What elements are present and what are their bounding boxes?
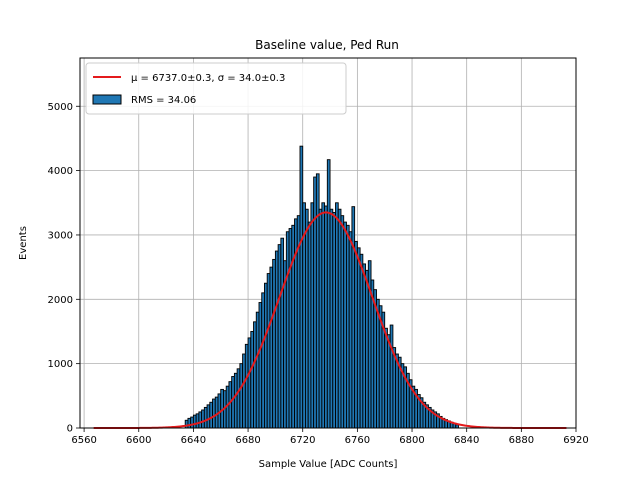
y-tick-label: 0 — [67, 424, 73, 435]
y-tick-label: 1000 — [48, 359, 73, 370]
legend-hist-swatch — [92, 94, 122, 105]
x-tick-label: 6720 — [290, 435, 315, 446]
y-tick-label: 3000 — [48, 230, 73, 241]
legend: μ = 6737.0±0.3, σ = 34.0±0.3 RMS = 34.06 — [85, 62, 347, 115]
x-tick-label: 6600 — [126, 435, 151, 446]
x-tick-label: 6840 — [454, 435, 479, 446]
y-tick-label: 4000 — [48, 166, 73, 177]
x-axis-ticks: 6560 6600 6640 6680 6720 6760 6800 6840 6880 6920 — [71, 428, 589, 446]
y-axis-label: Events — [18, 226, 29, 260]
x-tick-label: 6800 — [399, 435, 424, 446]
legend-hist-label: RMS = 34.06 — [131, 95, 196, 106]
legend-fit-label: μ = 6737.0±0.3, σ = 34.0±0.3 — [131, 73, 285, 84]
x-tick-label: 6920 — [563, 435, 588, 446]
y-tick-label: 2000 — [48, 295, 73, 306]
x-tick-label: 6680 — [235, 435, 260, 446]
x-tick-label: 6640 — [181, 435, 206, 446]
chart-title: Baseline value, Ped Run — [255, 38, 399, 52]
histogram-bars — [184, 145, 459, 429]
legend-box — [85, 62, 347, 115]
x-tick-label: 6880 — [509, 435, 534, 446]
plot-frame — [79, 57, 577, 429]
x-axis-label: Sample Value [ADC Counts] — [259, 459, 398, 470]
gaussian-fit-curve — [93, 211, 567, 429]
x-tick-label: 6760 — [345, 435, 370, 446]
y-axis-ticks: 0 1000 2000 3000 4000 5000 — [48, 102, 80, 435]
y-tick-label: 5000 — [48, 102, 73, 113]
x-tick-label: 6560 — [71, 435, 96, 446]
